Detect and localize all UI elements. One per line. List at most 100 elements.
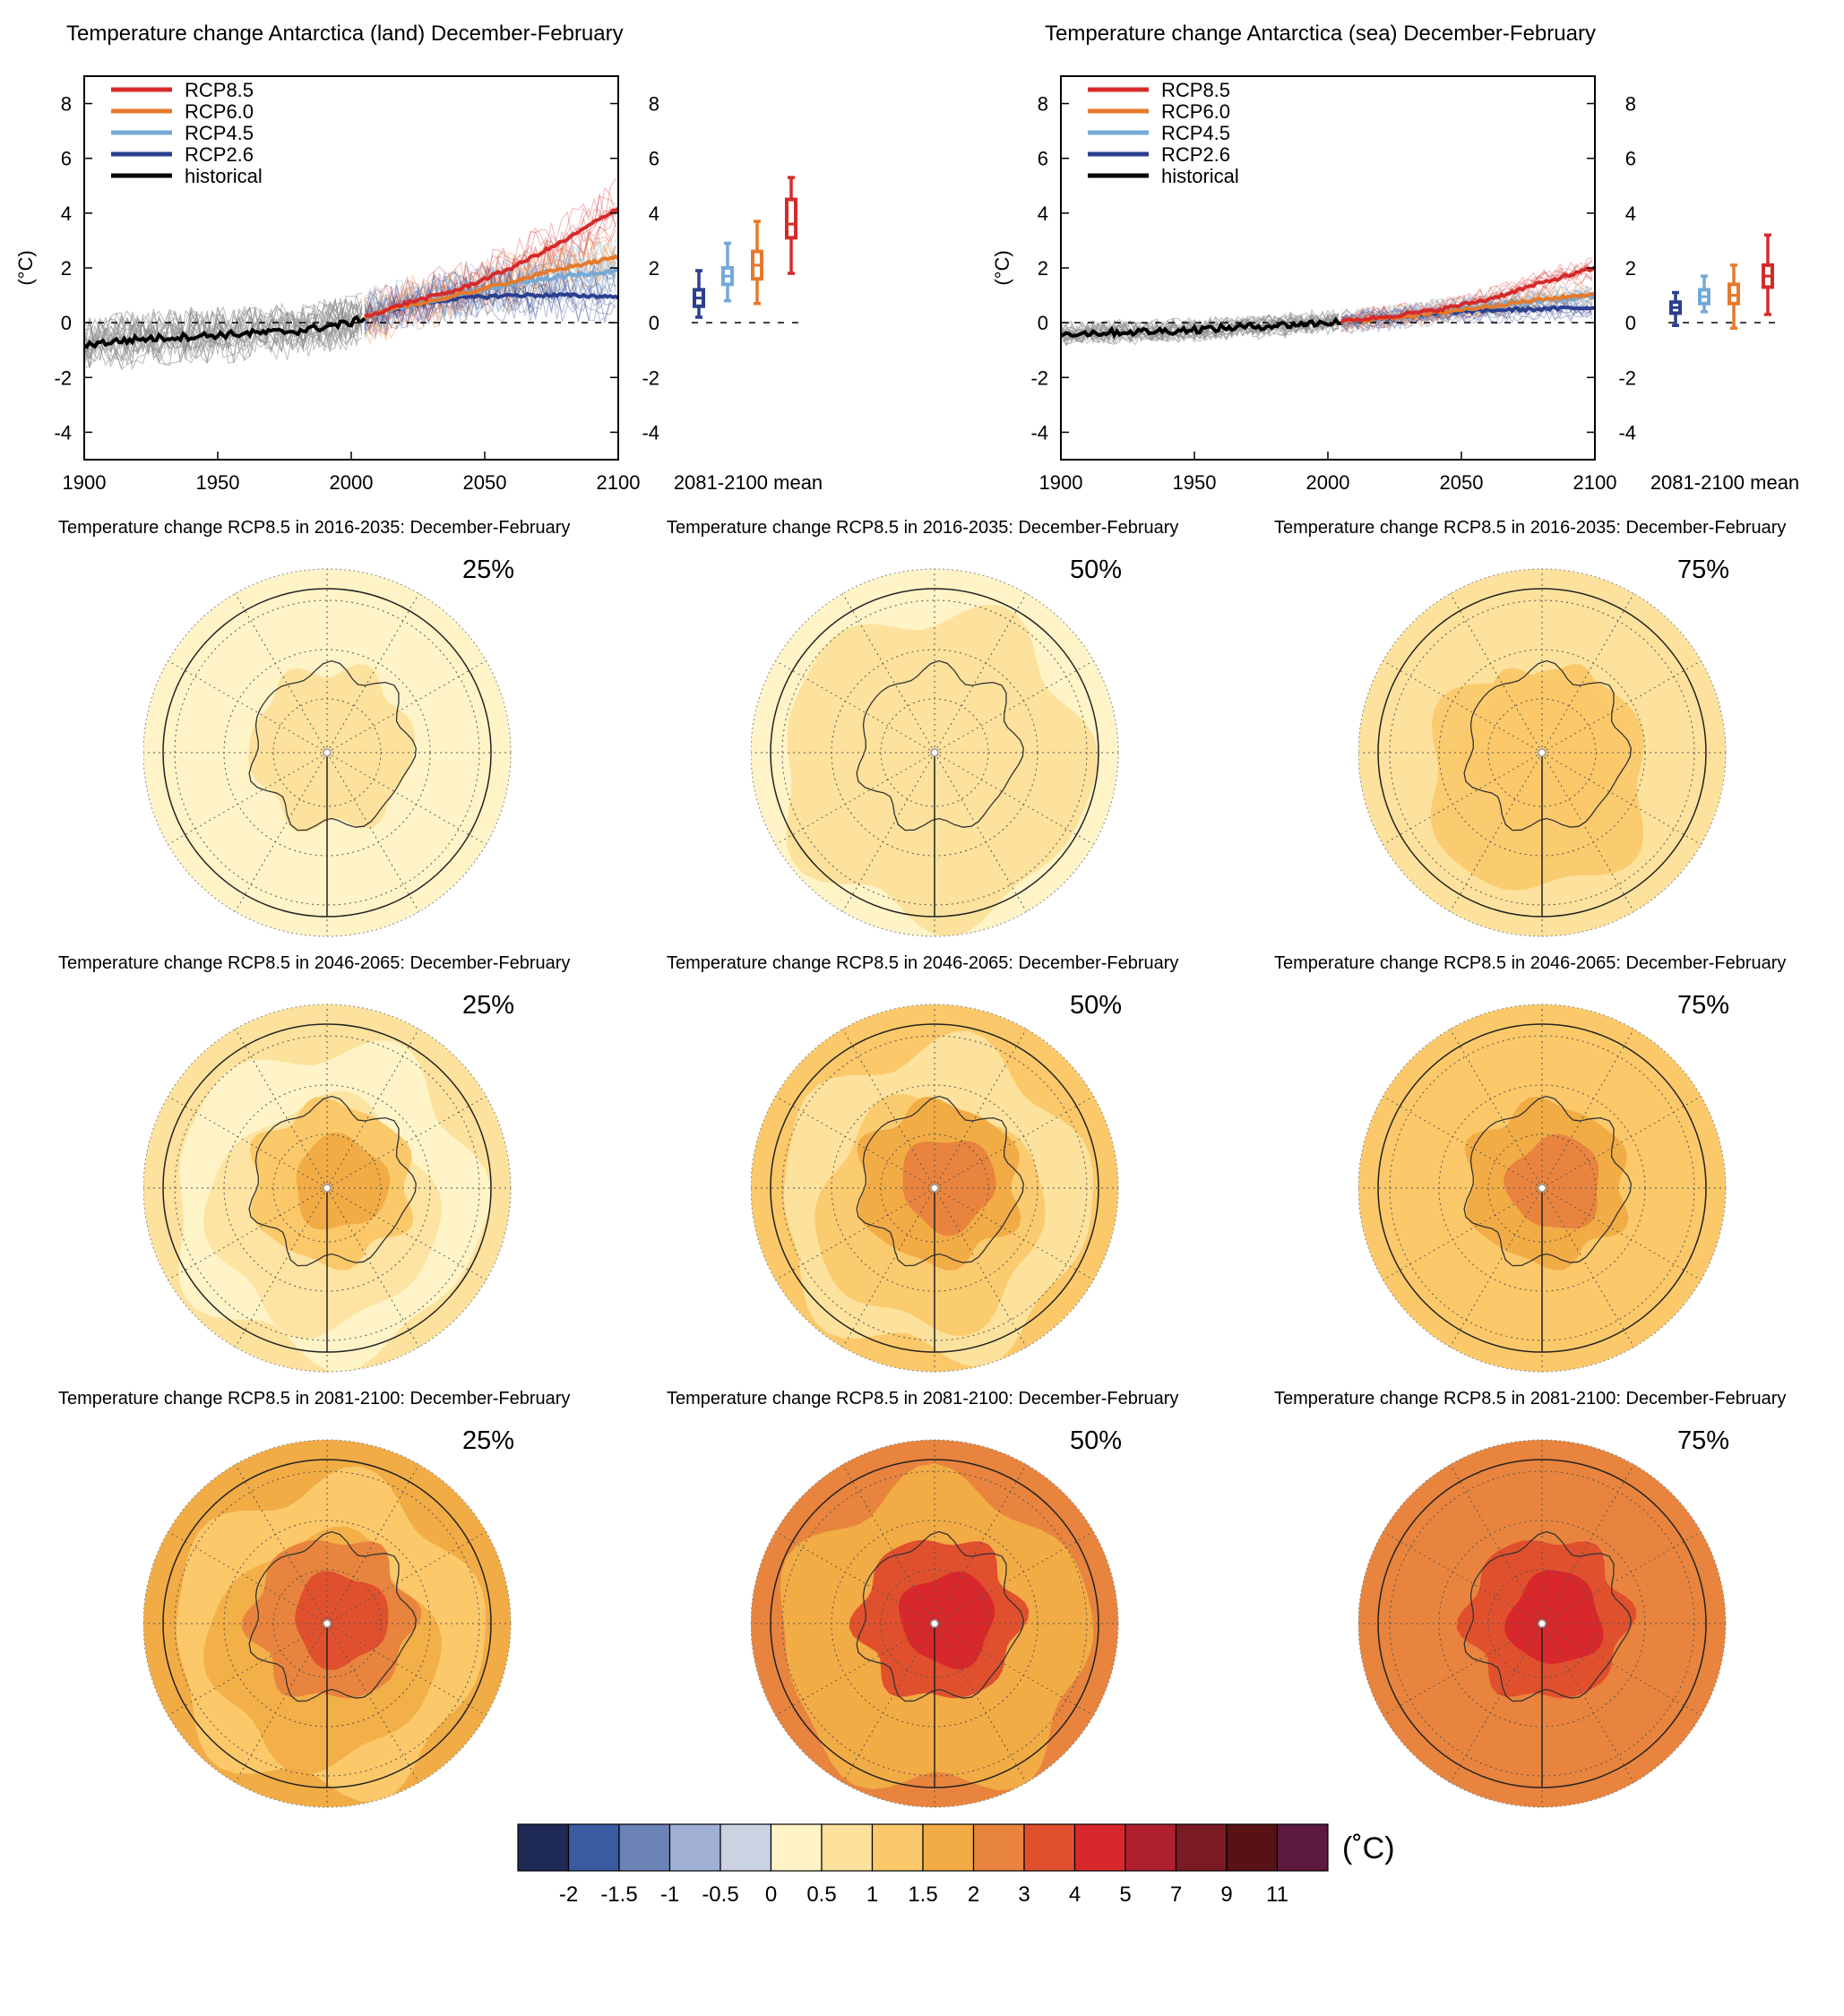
longitude-line bbox=[1383, 1187, 1543, 1280]
longitude-line bbox=[326, 660, 487, 754]
scenario-model-line bbox=[364, 186, 616, 319]
longitude-line bbox=[1541, 1096, 1702, 1189]
longitude-line bbox=[934, 1623, 1094, 1716]
map-core-zone bbox=[1504, 1570, 1604, 1665]
legend-label: RCP6.0 bbox=[1161, 100, 1230, 123]
map-title: Temperature change RCP8.5 in 2016-2035: … bbox=[58, 518, 571, 538]
longitude-line bbox=[934, 1531, 1094, 1624]
longitude-line bbox=[1450, 1187, 1543, 1348]
map-title: Temperature change RCP8.5 in 2081-2100: … bbox=[58, 1389, 571, 1409]
map-outline bbox=[751, 568, 1119, 937]
y-tick-label-left: 0 bbox=[1038, 312, 1048, 334]
antarctica-coastline bbox=[1463, 1095, 1632, 1267]
colorbar-tick-label: 11 bbox=[1266, 1882, 1288, 1907]
legend-label: historical bbox=[1161, 165, 1239, 187]
colorbar-tick-label: -0.5 bbox=[702, 1882, 738, 1907]
colorbar-swatch bbox=[567, 1823, 620, 1872]
y-tick-label-left: -2 bbox=[1030, 366, 1048, 389]
colorbar-tick-label: 0 bbox=[765, 1882, 777, 1907]
y-tick-label-left: 6 bbox=[61, 148, 72, 170]
colorbar-swatch bbox=[517, 1823, 570, 1872]
x-tick-label: 1950 bbox=[1173, 471, 1217, 494]
y-tick-label-right: 6 bbox=[1625, 148, 1636, 170]
y-tick-label-left: 8 bbox=[1038, 93, 1048, 116]
colorbar-tick-label: 7 bbox=[1170, 1882, 1182, 1907]
longitude-line bbox=[1450, 593, 1543, 754]
scenario-model-line bbox=[1340, 306, 1593, 333]
map-outline bbox=[751, 1004, 1119, 1373]
scenario-model-line bbox=[364, 238, 616, 318]
map-outline bbox=[143, 1004, 512, 1373]
south-pole-marker bbox=[930, 1184, 939, 1193]
colorbar-swatch bbox=[1175, 1823, 1228, 1872]
map-title: Temperature change RCP8.5 in 2081-2100: … bbox=[667, 1389, 1179, 1409]
legend-label: RCP8.5 bbox=[185, 79, 254, 101]
scenario-model-line bbox=[364, 253, 616, 340]
map-core-zone bbox=[293, 697, 391, 793]
x-tick-label: 2000 bbox=[330, 471, 374, 494]
longitude-line bbox=[235, 1464, 328, 1624]
longitude-line bbox=[168, 660, 328, 754]
legend-label: RCP4.5 bbox=[1161, 122, 1230, 144]
longitude-line bbox=[1541, 752, 1634, 912]
legend-label: historical bbox=[185, 165, 263, 187]
longitude-line bbox=[934, 1187, 1027, 1348]
x-tick-label: 1950 bbox=[196, 471, 240, 494]
longitude-line bbox=[326, 1096, 487, 1189]
polar-map bbox=[143, 568, 512, 937]
colorbar-tick-label: 1 bbox=[866, 1882, 878, 1907]
y-tick-label-left: 6 bbox=[1038, 148, 1048, 170]
longitude-line bbox=[934, 1187, 1094, 1280]
longitude-line bbox=[1383, 1623, 1543, 1716]
longitude-line bbox=[1450, 752, 1543, 912]
y-tick-label-right: 2 bbox=[1625, 257, 1636, 280]
scenario-model-line bbox=[364, 229, 616, 320]
longitude-line bbox=[775, 1187, 935, 1280]
south-pole-marker bbox=[323, 748, 332, 757]
x-tick-label: 2100 bbox=[597, 471, 641, 494]
south-pole-marker bbox=[323, 1619, 332, 1628]
scenario-model-line bbox=[364, 268, 616, 335]
scenario-model-line bbox=[364, 284, 616, 331]
antarctica-coastline bbox=[856, 1530, 1024, 1702]
map-title: Temperature change RCP8.5 in 2046-2065: … bbox=[667, 953, 1179, 973]
x-tick-label: 2000 bbox=[1306, 471, 1350, 494]
series-mean-rcp85 bbox=[364, 206, 620, 318]
longitude-line bbox=[326, 1029, 419, 1189]
longitude-line bbox=[775, 1531, 935, 1624]
map-core-zone bbox=[1506, 701, 1603, 799]
longitude-line bbox=[1541, 660, 1702, 754]
y-axis-label: (°C) bbox=[14, 250, 37, 285]
map-title: Temperature change RCP8.5 in 2016-2035: … bbox=[1274, 518, 1787, 538]
south-pole-marker bbox=[1538, 748, 1547, 757]
scenario-model-line bbox=[364, 229, 616, 340]
colorbar-swatch bbox=[1276, 1823, 1329, 1872]
box-axis-label: 2081-2100 mean bbox=[1650, 471, 1799, 494]
colorbar-tick-label: 2 bbox=[968, 1882, 979, 1907]
x-tick-label: 2100 bbox=[1573, 471, 1617, 494]
longitude-line bbox=[1541, 752, 1702, 845]
colorbar-tick-label: 4 bbox=[1069, 1882, 1081, 1907]
map-core-zone bbox=[902, 1141, 996, 1236]
y-tick-label-left: 4 bbox=[61, 202, 72, 225]
longitude-line bbox=[326, 1531, 487, 1624]
polar-map bbox=[1358, 568, 1727, 937]
map-core-zone bbox=[899, 1572, 995, 1670]
longitude-line bbox=[1541, 1187, 1702, 1280]
legend-label: RCP4.5 bbox=[185, 122, 254, 144]
scenario-model-line bbox=[364, 261, 616, 346]
map-fill bbox=[1358, 569, 1726, 936]
series-mean-historical bbox=[83, 314, 366, 349]
longitude-line bbox=[326, 752, 419, 912]
scenario-model-line bbox=[364, 177, 616, 325]
longitude-line bbox=[775, 660, 935, 754]
longitude-line bbox=[1450, 1623, 1543, 1783]
antarctica-coastline bbox=[248, 659, 417, 831]
y-tick-label-right: 0 bbox=[1625, 312, 1636, 334]
longitude-line bbox=[1541, 1623, 1702, 1716]
x-tick-label: 1900 bbox=[63, 471, 107, 494]
y-tick-label-right: -4 bbox=[642, 421, 659, 444]
colorbar-swatch bbox=[922, 1823, 975, 1872]
map-title: Temperature change RCP8.5 in 2046-2065: … bbox=[58, 953, 571, 973]
polar-map bbox=[143, 1439, 512, 1808]
